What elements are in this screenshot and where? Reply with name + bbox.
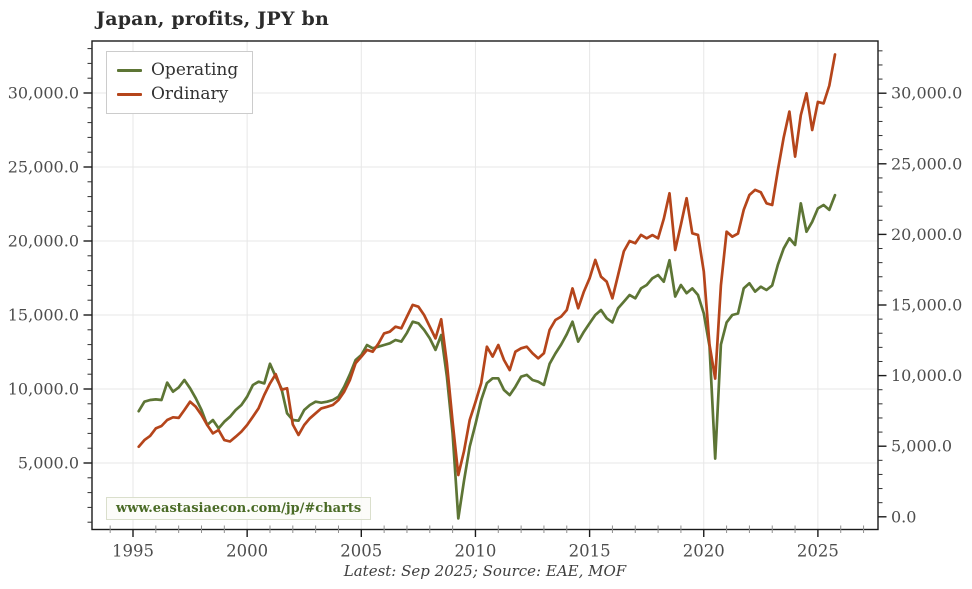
x-tick-label: 2020	[683, 542, 725, 561]
operating-line-swatch	[117, 68, 142, 73]
left-tick-label: 5,000.0	[18, 454, 79, 473]
left-tick-label: 15,000.0	[8, 306, 79, 325]
x-tick-label: 2015	[569, 542, 611, 561]
right-tick-label: 5,000.0	[891, 437, 952, 456]
right-tick-label: 30,000.0	[891, 84, 962, 103]
x-tick-label: 2005	[340, 542, 382, 561]
legend-item-ordinary: Ordinary	[117, 86, 238, 103]
legend-item-operating: Operating	[117, 62, 238, 79]
legend-label-ordinary: Ordinary	[151, 84, 229, 104]
x-tick-label: 1995	[112, 542, 154, 561]
x-tick-label: 2010	[454, 542, 496, 561]
left-tick-label: 20,000.0	[8, 232, 79, 251]
x-tick-label: 2000	[226, 542, 268, 561]
left-tick-label: 25,000.0	[8, 158, 79, 177]
left-tick-label: 30,000.0	[8, 84, 79, 103]
right-tick-label: 25,000.0	[891, 154, 962, 173]
plot-frame	[91, 40, 879, 531]
legend: Operating Ordinary	[106, 51, 254, 114]
ordinary-line-swatch	[117, 92, 142, 97]
right-tick-label: 0.0	[891, 507, 916, 526]
series-line-operating	[137, 193, 837, 520]
right-tick-label: 15,000.0	[891, 296, 962, 315]
legend-label-operating: Operating	[151, 60, 239, 80]
watermark: www.eastasiaecon.com/jp/#charts	[106, 497, 372, 520]
right-tick-label: 20,000.0	[891, 225, 962, 244]
right-tick-label: 10,000.0	[891, 366, 962, 385]
source-caption: Latest: Sep 2025; Source: EAE, MOF	[343, 562, 627, 580]
chart-title: Japan, profits, JPY bn	[96, 8, 329, 30]
series-line-ordinary	[137, 53, 837, 477]
left-tick-label: 10,000.0	[8, 380, 79, 399]
x-tick-label: 2025	[797, 542, 839, 561]
